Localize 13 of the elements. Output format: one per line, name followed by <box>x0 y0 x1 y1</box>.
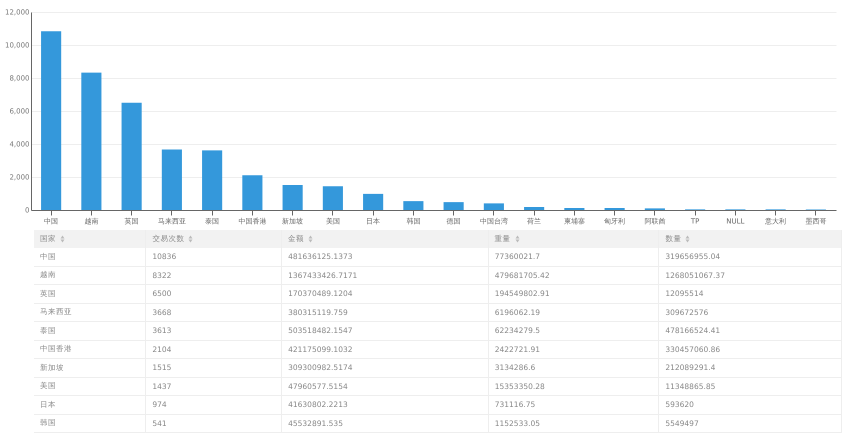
bar <box>444 202 464 210</box>
bar <box>403 201 424 210</box>
bar <box>282 185 303 210</box>
bar <box>322 186 343 210</box>
bar <box>162 149 182 210</box>
bar <box>81 72 102 210</box>
bar <box>363 194 384 210</box>
bar <box>524 207 544 210</box>
bar <box>202 150 222 210</box>
bar <box>242 175 262 210</box>
bar <box>41 31 62 210</box>
bar <box>484 203 504 210</box>
bar <box>122 102 142 210</box>
